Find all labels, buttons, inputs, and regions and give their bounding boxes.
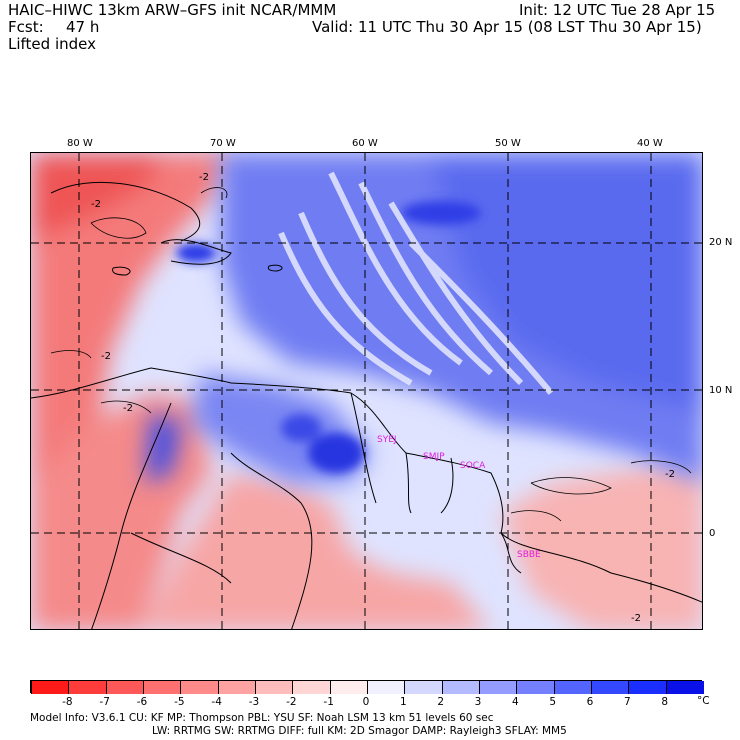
station-label-syej: SYEJ bbox=[377, 435, 397, 445]
colorbar-swatch bbox=[68, 681, 107, 694]
colorbar-tick-label: -6 bbox=[136, 696, 148, 708]
station-label-sbbe: SBBE bbox=[517, 550, 541, 560]
lat-label-20n: 20 N bbox=[709, 237, 733, 248]
colorbar-swatch bbox=[105, 681, 144, 694]
colorbar-swatch bbox=[441, 681, 480, 694]
contour-label: -2 bbox=[631, 613, 641, 624]
lifted-index-map: -2 -2 -2 -2 -2 -2 SYEJ SMJP SOCA SBBE bbox=[30, 152, 703, 630]
colorbar-tick-label: -5 bbox=[174, 696, 185, 708]
colorbar-swatch bbox=[180, 681, 219, 694]
colorbar-tick-label: 2 bbox=[437, 696, 444, 708]
valid-time: Valid: 11 UTC Thu 30 Apr 15 (08 LST Thu … bbox=[312, 18, 702, 36]
colorbar-swatch bbox=[143, 681, 182, 694]
colorbar-swatch bbox=[367, 681, 406, 694]
colorbar-tick-label: 5 bbox=[549, 696, 556, 708]
lon-label-70w: 70 W bbox=[210, 138, 236, 149]
station-group: SYEJ SMJP SOCA SBBE bbox=[377, 435, 541, 560]
colorbar-swatch bbox=[516, 681, 555, 694]
colorbar-tick-label: 6 bbox=[586, 696, 594, 708]
lon-label-40w: 40 W bbox=[637, 138, 663, 149]
lon-label-60w: 60 W bbox=[352, 138, 378, 149]
colorbar-tick-label: 3 bbox=[474, 696, 482, 708]
station-label-smjp: SMJP bbox=[423, 452, 445, 462]
contour-label: -2 bbox=[199, 172, 209, 183]
forecast-hour: 47 h bbox=[66, 18, 100, 36]
model-title: HAIC–HIWC 13km ARW–GFS init NCAR/MMM bbox=[8, 1, 337, 19]
colorbar-tick-label: 1 bbox=[399, 696, 407, 708]
lat-label-eq: 0 bbox=[709, 528, 716, 539]
colorbar-swatch bbox=[479, 681, 518, 694]
colorbar-swatch bbox=[31, 681, 70, 694]
colorbar bbox=[30, 680, 704, 694]
colorbar-swatch bbox=[404, 681, 443, 694]
colorbar-swatch bbox=[665, 681, 704, 694]
lon-label-50w: 50 W bbox=[495, 138, 521, 149]
model-info-line2: LW: RRTMG SW: RRTMG DIFF: full KM: 2D Sm… bbox=[152, 725, 567, 737]
contour-lines bbox=[50, 187, 692, 522]
field-name: Lifted index bbox=[8, 35, 96, 53]
coastlines bbox=[31, 181, 702, 629]
station-label-soca: SOCA bbox=[460, 461, 486, 471]
colorbar-swatch bbox=[628, 681, 667, 694]
forecast-label: Fcst: bbox=[8, 18, 44, 36]
colorbar-tick-label: -2 bbox=[286, 696, 297, 708]
colorbar-swatch bbox=[329, 681, 368, 694]
grid-lines bbox=[31, 153, 702, 629]
contour-label: -2 bbox=[123, 403, 133, 414]
map-svg: -2 -2 -2 -2 -2 -2 SYEJ SMJP SOCA SBBE bbox=[31, 153, 702, 629]
colorbar-tick-label: -1 bbox=[323, 696, 334, 708]
colorbar-tick-label: 0 bbox=[362, 696, 370, 708]
colorbar-tick-label: -3 bbox=[248, 696, 260, 708]
colorbar-swatch bbox=[591, 681, 630, 694]
colorbar-tick-label: -4 bbox=[211, 696, 222, 708]
lat-label-10n: 10 N bbox=[709, 385, 733, 396]
contour-label: -2 bbox=[101, 351, 111, 362]
colorbar-tick-label: -7 bbox=[99, 696, 110, 708]
colorbar-tick-label: 7 bbox=[623, 696, 631, 708]
colorbar-tick-label: 8 bbox=[661, 696, 668, 708]
colorbar-tick-label: 4 bbox=[511, 696, 519, 708]
wave-bands bbox=[278, 171, 554, 395]
contour-label-group: -2 -2 -2 -2 -2 -2 bbox=[91, 172, 675, 624]
deep-convection-cores bbox=[176, 201, 481, 473]
colorbar-tick-label: -8 bbox=[62, 696, 73, 708]
model-info-line1: Model Info: V3.6.1 CU: KF MP: Thompson P… bbox=[30, 712, 494, 724]
colorbar-swatch bbox=[255, 681, 294, 694]
colorbar-swatch bbox=[292, 681, 331, 694]
colorbar-swatch bbox=[217, 681, 256, 694]
init-time: Init: 12 UTC Tue 28 Apr 15 bbox=[519, 1, 716, 19]
colorbar-swatch bbox=[553, 681, 592, 694]
lon-label-80w: 80 W bbox=[67, 138, 93, 149]
contour-label: -2 bbox=[91, 199, 101, 210]
contour-label: -2 bbox=[665, 469, 675, 480]
colorbar-unit: °C bbox=[697, 695, 710, 707]
